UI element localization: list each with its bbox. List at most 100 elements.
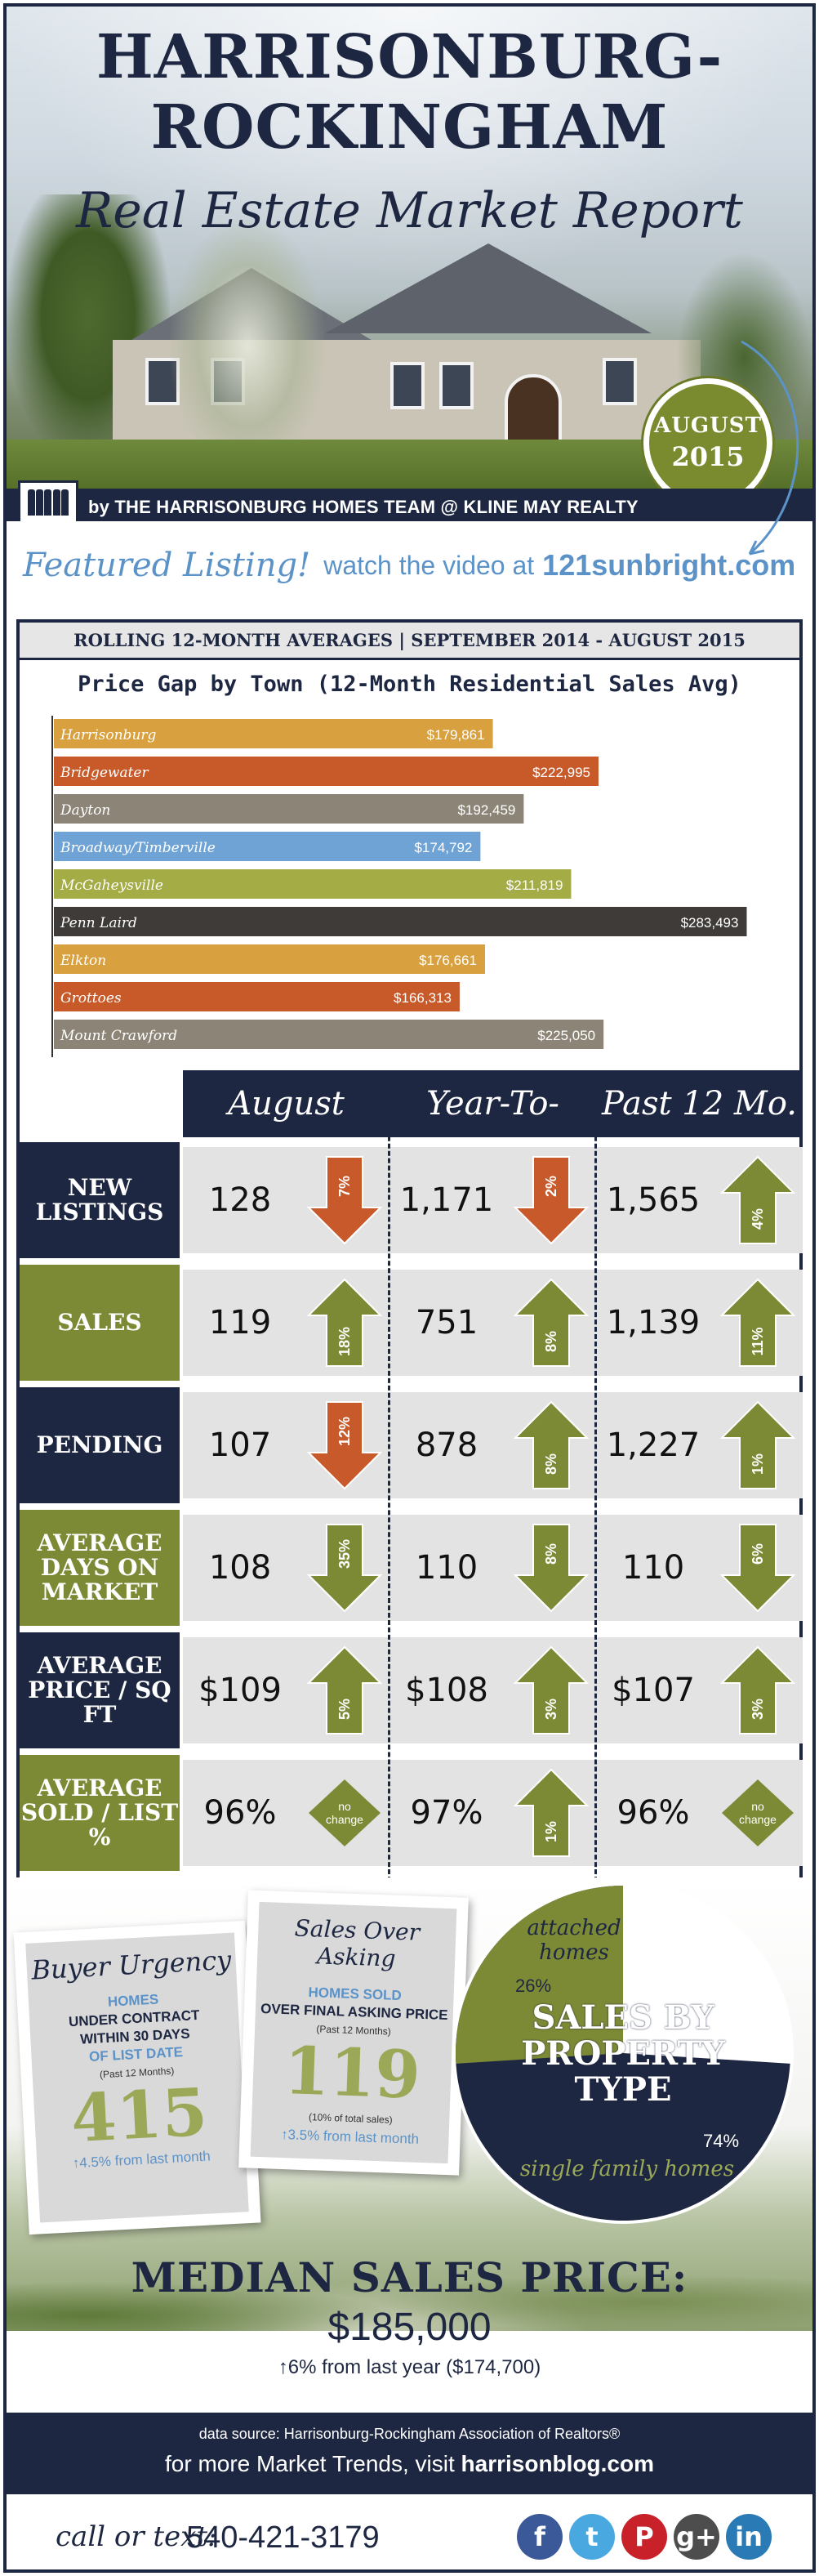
change-percent: 7%: [336, 1176, 353, 1197]
footer-link[interactable]: harrisonblog.com: [461, 2451, 654, 2476]
stat-value: 1,565: [606, 1181, 701, 1219]
median-change: ↑6% from last year ($174,700): [278, 2356, 541, 2378]
change-percent: 18%: [336, 1327, 353, 1356]
change-percent: 8%: [543, 1543, 559, 1565]
row-cells: 128 7% 1,171 2% 1,565 4%: [183, 1147, 803, 1253]
bar-category-label: Grottoes: [60, 990, 122, 1007]
stat-cell: 119 18%: [183, 1270, 389, 1376]
phone-number[interactable]: 540-421-3179: [186, 2520, 380, 2555]
bar-value-label: $192,459: [457, 802, 515, 818]
row-cells: 119 18% 751 8% 1,139 11%: [183, 1270, 803, 1376]
bar-category-label: Broadway/Timberville: [60, 840, 216, 856]
stat-cell: 1,171 2%: [389, 1147, 596, 1253]
rolling-averages-header: ROLLING 12-MONTH AVERAGES | SEPTEMBER 20…: [20, 623, 799, 660]
stat-value: 107: [208, 1426, 272, 1464]
over-asking-card: Sales Over Asking HOMES SOLD OVER FINAL …: [238, 1890, 469, 2176]
pinterest-icon[interactable]: P: [621, 2514, 667, 2560]
stat-value: 1,139: [606, 1304, 701, 1342]
change-percent: 11%: [750, 1327, 766, 1355]
bar-category-label: Elkton: [60, 953, 106, 969]
median-price: $185,000: [327, 2306, 492, 2349]
down-arrow-icon: 8%: [512, 1521, 590, 1614]
stat-cell: $109 5%: [183, 1637, 389, 1743]
row-cells: 108 35% 110 8% 110 6%: [183, 1515, 803, 1621]
stat-cell: 110 8%: [389, 1515, 596, 1621]
linkedin-icon[interactable]: in: [726, 2514, 772, 2560]
featured-listing[interactable]: Featured Listing! watch the video at 121…: [7, 529, 812, 601]
row-label: PENDING: [20, 1387, 180, 1503]
change-percent: 1%: [750, 1453, 766, 1475]
up-arrow-icon: 18%: [305, 1276, 384, 1369]
bar-category-label: Mount Crawford: [60, 1028, 177, 1044]
stat-value: $107: [612, 1672, 695, 1709]
bar-grottoes: [54, 982, 460, 1011]
bar-bridgewater: [54, 757, 599, 786]
data-source: data source: Harrisonburg-Rockingham Ass…: [198, 2426, 621, 2442]
stats-row-average-days-on-market: AVERAGE DAYS ON MARKET 108 35% 110 8% 110 6%: [20, 1510, 803, 1626]
price-gap-bars: Harrisonburg $179,861 Bridgewater $222,995 D…: [51, 716, 747, 1057]
pie-title-line1: SALES BY: [532, 1998, 714, 2037]
chart-title: Price Gap by Town (12-Month Residential …: [78, 672, 741, 697]
median-heading: MEDIAN SALES PRICE:: [131, 2253, 688, 2301]
stat-cell: 1,227 1%: [596, 1392, 803, 1498]
bar-value-label: $176,661: [419, 953, 477, 968]
bar-value-label: $166,313: [394, 990, 452, 1006]
up-arrow-icon: 5%: [305, 1644, 384, 1737]
bar-category-label: Bridgewater: [60, 765, 149, 781]
stats-panel: ROLLING 12-MONTH AVERAGES | SEPTEMBER 20…: [16, 619, 803, 1889]
bar-category-label: Dayton: [60, 802, 110, 819]
stat-cell: 751 8%: [389, 1270, 596, 1376]
googleplus-icon[interactable]: g+: [674, 2514, 719, 2560]
column-divider: [594, 1070, 597, 1889]
bar-value-label: $222,995: [532, 765, 590, 780]
stat-cell: 96% no change: [596, 1760, 803, 1866]
pie-title: SALES BY PROPERTY TYPE: [452, 2000, 795, 2108]
attached-percent: 26%: [515, 1976, 551, 1996]
up-arrow-icon: 1%: [719, 1399, 797, 1492]
footer-visit: for more Market Trends, visit harrisonbl…: [7, 2451, 812, 2477]
stat-value: $108: [405, 1672, 488, 1709]
header-banner: HARRISONBURG- ROCKINGHAM Real Estate Mar…: [7, 7, 812, 521]
trees-photo: [7, 2237, 812, 2331]
up-arrow-icon: 1%: [512, 1766, 590, 1859]
footer: data source: Harrisonburg-Rockingham Ass…: [7, 2413, 812, 2494]
bar-dayton: [54, 794, 524, 824]
stat-cell: 97% 1%: [389, 1760, 596, 1866]
bar-category-label: Harrisonburg: [60, 727, 157, 743]
up-arrow-icon: 11%: [719, 1276, 797, 1369]
facebook-icon[interactable]: f: [517, 2514, 563, 2560]
featured-label: Featured Listing!: [23, 547, 311, 584]
title-line-1: HARRISONBURG-: [96, 22, 723, 92]
stat-value: 110: [415, 1549, 478, 1587]
no-change-icon: no change: [305, 1776, 384, 1850]
stat-cell: 107 12%: [183, 1392, 389, 1498]
featured-link[interactable]: 121sunbright.com: [542, 548, 796, 582]
bar-value-label: $179,861: [427, 727, 485, 743]
row-label: NEW LISTINGS: [20, 1142, 180, 1258]
stat-cell: 96% no change: [183, 1760, 389, 1866]
stats-row-new-listings: NEW LISTINGS 128 7% 1,171 2% 1,565 4%: [20, 1142, 803, 1258]
featured-text: watch the video at: [323, 550, 535, 580]
byline: by THE HARRISONBURG HOMES TEAM @ KLINE M…: [88, 497, 639, 517]
over-asking-value: 119: [283, 2032, 422, 2114]
up-arrow-icon: 3%: [512, 1644, 590, 1737]
byline-bar: [7, 489, 812, 521]
twitter-icon[interactable]: t: [569, 2514, 615, 2560]
change-percent: 5%: [336, 1699, 353, 1720]
stat-cell: $107 3%: [596, 1637, 803, 1743]
fence-logo-icon: [18, 480, 78, 521]
change-percent: 1%: [543, 1821, 559, 1842]
change-percent: 35%: [336, 1539, 353, 1569]
up-arrow-icon: 4%: [719, 1154, 797, 1247]
no-change-label-1: no: [751, 1800, 764, 1813]
bar-elkton: [54, 944, 485, 974]
call-label: call or text:: [56, 2520, 217, 2553]
footer-visit-text: for more Market Trends, visit: [164, 2451, 455, 2476]
change-percent: 8%: [543, 1331, 559, 1352]
stat-value: 96%: [616, 1794, 690, 1832]
up-arrow-icon: 8%: [512, 1399, 590, 1492]
column-ytd: Year-To-Date: [426, 1085, 559, 1190]
title-line-2: ROCKINGHAM: [150, 92, 669, 163]
row-label: AVERAGE SOLD / LIST %: [20, 1755, 180, 1871]
